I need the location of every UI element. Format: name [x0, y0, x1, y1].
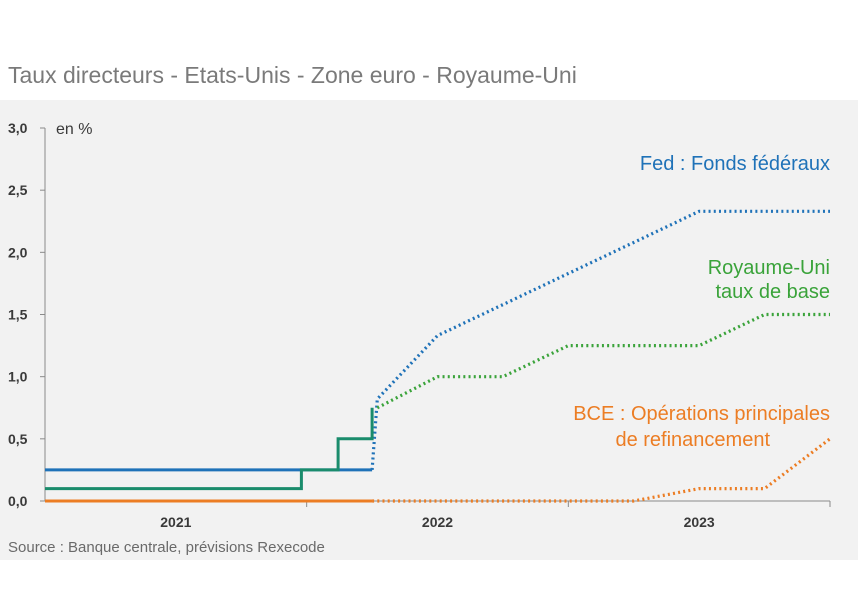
- y-tick-label: 1,5: [8, 307, 28, 323]
- x-tick-label: 2023: [684, 514, 715, 530]
- chart-panel: [0, 100, 858, 560]
- series-lines: [45, 209, 831, 503]
- y-tick-label: 0,5: [8, 431, 28, 447]
- x-tick-label: 2021: [160, 514, 191, 530]
- x-tick-label: 2022: [422, 514, 453, 530]
- series-line-fed-forecast: [370, 209, 830, 471]
- series-line-uk-forecast: [376, 312, 830, 410]
- legend-label-fed: Fed : Fonds fédéraux: [640, 153, 830, 175]
- legend-label-uk-line2: taux de base: [715, 281, 830, 303]
- y-axis-unit-label: en %: [56, 121, 92, 138]
- axes: 0,0 0,5 1,0 1,5 2,0 2,5 3,0 2021 2022 2023: [8, 120, 831, 530]
- y-tick-label: 2,5: [8, 182, 28, 198]
- source-note: Source : Banque centrale, prévisions Rex…: [8, 539, 325, 556]
- series-line-uk-historical: [45, 407, 374, 491]
- chart-title: Taux directeurs - Etats-Unis - Zone euro…: [8, 62, 577, 88]
- series-line-ecb-forecast: [372, 437, 831, 503]
- y-tick-label: 1,0: [8, 369, 28, 385]
- y-tick-label: 0,0: [8, 493, 28, 509]
- legend-label-uk-line1: Royaume-Uni: [708, 257, 830, 279]
- legend-label-ecb-line1: BCE : Opérations principales: [573, 403, 830, 425]
- legend-label-ecb-line2: de refinancement: [615, 429, 770, 451]
- y-tick-label: 2,0: [8, 244, 28, 260]
- y-tick-label: 3,0: [8, 120, 28, 136]
